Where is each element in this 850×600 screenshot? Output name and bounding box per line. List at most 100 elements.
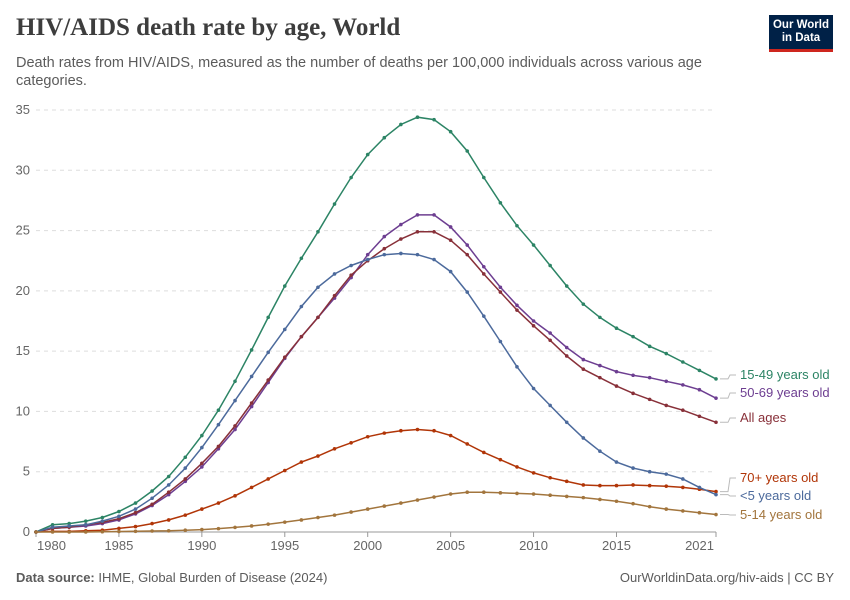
data-point-all-ages [183,477,188,481]
owid-logo[interactable]: Our World in Data [769,15,833,52]
data-point-50-69-years-old [498,285,503,290]
data-point-all-ages [415,229,420,234]
data-point-70-years-old [349,440,353,445]
data-point-50-69-years-old [614,369,619,374]
legend-label-5-years-old: <5 years old [740,488,811,503]
legend-connector [720,392,736,399]
x-tick-label: 2021 [685,538,714,553]
series-line-all-ages [35,231,717,533]
data-point-70-years-old [664,484,669,488]
data-point-15-49-years-old [365,152,370,157]
data-point-15-49-years-old [515,223,519,228]
data-point-all-ages [200,461,204,466]
data-point-5-years-old [166,483,171,487]
series-line-5-14-years-old [36,491,717,533]
data-point-5-years-old [117,514,121,519]
data-point-5-14-years-old [233,525,237,530]
data-point-5-years-old [581,436,586,440]
data-point-all-ages [216,444,221,449]
data-point-5-14-years-old [564,494,569,499]
data-point-70-years-old [117,526,121,531]
url-license[interactable]: OurWorldinData.org/hiv-aids | CC BY [619,570,834,585]
data-point-5-14-years-old [432,495,436,499]
data-point-15-49-years-old [349,175,353,180]
data-point-5-14-years-old [465,490,470,495]
data-point-all-ages [647,397,652,402]
data-point-70-years-old [166,518,171,522]
data-point-5-years-old [382,252,387,257]
data-point-5-years-old [697,485,702,490]
series-line-5-years-old [35,252,717,533]
data-point-5-years-old [316,285,320,290]
data-point-70-years-old [382,431,387,435]
data-point-15-49-years-old [382,135,387,140]
data-point-5-years-old [498,339,503,344]
data-point-15-49-years-old [100,515,105,520]
data-point-70-years-old [531,471,536,475]
data-point-5-14-years-old [482,490,486,495]
data-point-all-ages [166,490,171,495]
data-point-15-49-years-old [498,201,503,205]
data-point-15-49-years-old [681,360,685,364]
data-point-5-14-years-old [631,501,635,506]
data-point-50-69-years-old [482,264,486,269]
y-tick-label: 30 [16,162,30,177]
data-point-5-years-old [399,251,403,256]
data-point-15-49-years-old [399,122,403,127]
y-tick-label: 20 [16,283,30,298]
data-point-70-years-old [216,501,221,505]
data-point-all-ages [282,355,287,359]
data-point-5-14-years-old [117,529,121,534]
data-point-70-years-old [515,465,519,469]
data-point-50-69-years-old [415,213,420,217]
data-point-50-69-years-old [448,225,453,229]
data-point-5-years-old [647,469,652,474]
data-point-70-years-old [681,485,685,490]
data-point-15-49-years-old [415,115,420,120]
data-point-5-years-old [282,327,287,332]
legend-label-5-14-years-old: 5-14 years old [740,507,822,522]
data-point-15-49-years-old [598,315,602,320]
data-point-70-years-old [266,477,270,481]
data-point-15-49-years-old [631,334,635,339]
data-point-all-ages [316,315,320,320]
data-point-5-14-years-old [399,501,403,505]
data-point-70-years-old [432,428,436,433]
data-point-70-years-old [183,513,188,517]
data-point-70-years-old [465,442,470,446]
data-point-70-years-old [581,483,586,487]
data-point-5-14-years-old [664,507,669,511]
y-tick-label: 10 [16,403,30,418]
data-point-70-years-old [150,521,154,526]
legend-connector [720,417,736,423]
data-point-70-years-old [233,494,237,498]
data-point-5-14-years-old [34,530,38,534]
data-point-all-ages [482,272,486,276]
data-point-5-14-years-old [200,527,204,532]
data-point-50-69-years-old [233,427,237,432]
data-point-5-years-old [299,304,304,309]
data-point-all-ages [664,403,669,408]
data-point-50-69-years-old [200,465,204,469]
data-point-70-years-old [399,428,403,433]
data-point-5-14-years-old [365,507,370,511]
data-point-all-ages [581,367,586,372]
data-point-all-ages [631,391,635,396]
data-point-5-14-years-old [216,526,221,531]
data-point-all-ages [614,384,619,388]
series-line-15-49-years-old [35,116,717,533]
data-point-5-years-old [216,422,221,427]
series-line-70-years-old [35,428,717,533]
data-point-5-years-old [332,272,337,276]
data-point-15-49-years-old [432,117,436,122]
legend-label-all-ages: All ages [740,410,787,425]
legend-connector [720,374,736,380]
y-tick-label: 35 [16,102,30,117]
data-point-70-years-old [614,483,619,488]
data-point-5-14-years-old [100,529,105,534]
data-point-50-69-years-old [531,319,536,323]
data-point-5-years-old [564,420,569,425]
data-point-5-14-years-old [498,491,503,495]
data-point-5-years-old [150,496,154,501]
data-point-15-49-years-old [216,408,221,413]
